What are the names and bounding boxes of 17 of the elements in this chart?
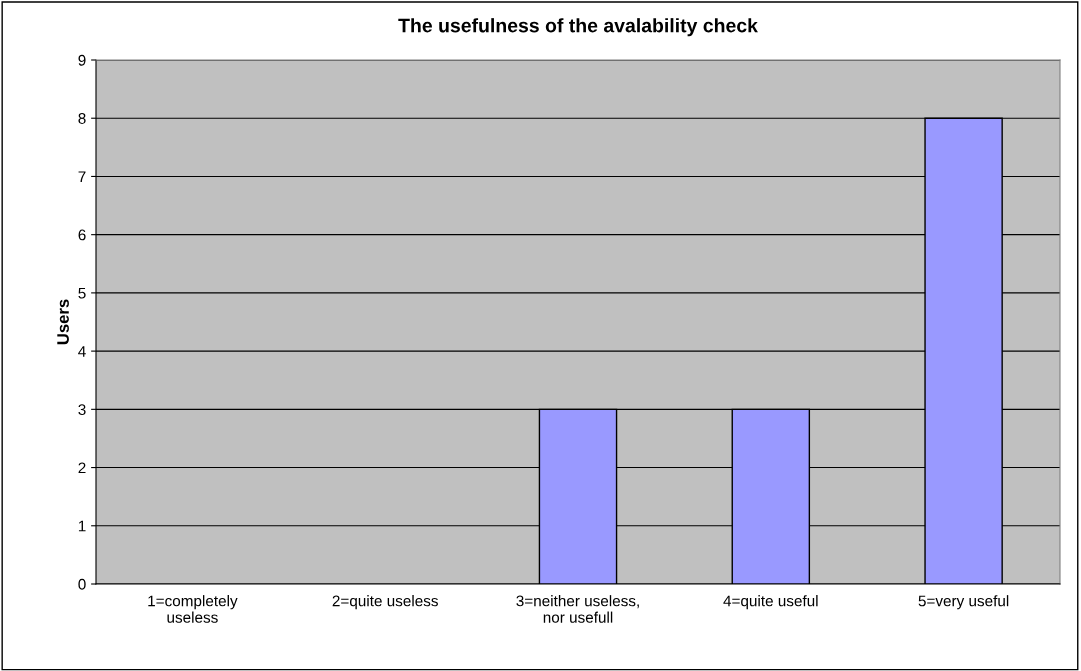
x-tick-label: 1=completely useless: [148, 595, 238, 623]
y-tick-label: 6: [78, 229, 86, 241]
y-tick-label: 1: [78, 520, 86, 532]
y-tick-label: 4: [78, 346, 86, 357]
y-tick-label: 5: [78, 287, 86, 299]
y-axis-title: Users: [57, 299, 69, 345]
y-tick-label: 9: [78, 54, 86, 66]
y-tick-label: 0: [78, 578, 86, 590]
chart-title: The usefulness of the avalability check: [398, 18, 758, 37]
y-tick-label: 7: [78, 171, 86, 182]
x-tick-label: 2=quite useless: [332, 595, 438, 610]
y-tick-label: 3: [78, 404, 86, 416]
y-tick-label: 2: [78, 462, 86, 474]
x-tick-label: 3=neither useless, nor usefull: [516, 595, 639, 623]
x-tick-label: 5=very useful: [918, 595, 1009, 610]
y-tick-label: 8: [78, 113, 86, 124]
x-tick-label: 4=quite useful: [723, 595, 818, 610]
